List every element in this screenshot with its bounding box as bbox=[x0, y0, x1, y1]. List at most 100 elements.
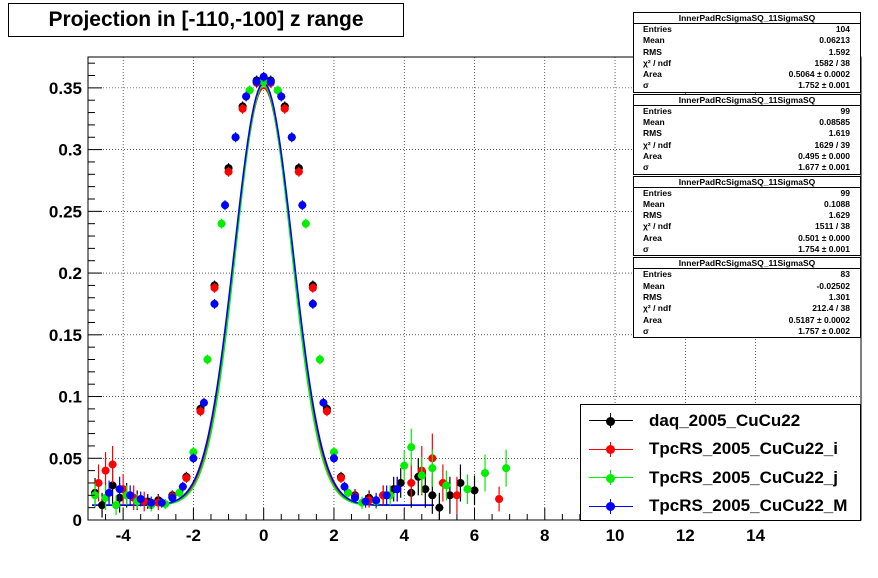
data-point bbox=[396, 478, 405, 487]
data-point bbox=[203, 355, 212, 364]
x-tick-label: 14 bbox=[746, 526, 765, 545]
x-tick-label: 12 bbox=[676, 526, 695, 545]
data-point bbox=[344, 488, 353, 497]
data-point bbox=[94, 478, 103, 487]
stats-value: 99 bbox=[840, 187, 850, 198]
series-TpcRS_2005_CuCu22_M bbox=[105, 71, 402, 509]
y-tick-label: 0.3 bbox=[58, 141, 82, 160]
data-point bbox=[108, 481, 117, 490]
stats-row: Mean 0.08585 bbox=[634, 117, 860, 128]
legend-marker bbox=[589, 464, 633, 491]
data-point bbox=[336, 474, 345, 483]
stats-value: 0.5064 ± 0.0002 bbox=[788, 69, 850, 80]
x-tick-label: -2 bbox=[186, 526, 201, 545]
data-point bbox=[393, 485, 402, 494]
stats-label: Entries bbox=[643, 187, 672, 198]
stats-value: 1.629 bbox=[828, 210, 850, 221]
data-point bbox=[463, 485, 472, 494]
data-point bbox=[442, 481, 451, 490]
data-point bbox=[157, 498, 166, 507]
stats-row: σ 1.677 ± 0.001 bbox=[634, 162, 860, 173]
data-point bbox=[242, 92, 251, 101]
data-point bbox=[298, 201, 307, 210]
legend-marker bbox=[589, 436, 633, 463]
data-point bbox=[361, 497, 370, 506]
series-TpcRS_2005_CuCu22_j bbox=[91, 76, 511, 516]
x-tick-label: 2 bbox=[329, 526, 338, 545]
data-point bbox=[196, 407, 205, 416]
stats-value: 1511 / 38 bbox=[815, 221, 850, 232]
data-point bbox=[245, 86, 254, 95]
fit-curve-TpcRS_2005_CuCu22_M bbox=[92, 82, 434, 506]
stats-row: RMS 1.301 bbox=[634, 292, 860, 303]
stats-label: Mean bbox=[643, 280, 665, 291]
stats-value: 1.677 ± 0.001 bbox=[798, 162, 850, 173]
fit-curve-TpcRS_2005_CuCu22_j bbox=[92, 84, 434, 506]
stats-row: Entries 99 bbox=[634, 106, 860, 117]
chart-title-text: Projection in [-110,-100] z range bbox=[48, 8, 364, 31]
data-point bbox=[301, 219, 310, 228]
stats-row: σ 1.754 ± 0.001 bbox=[634, 244, 860, 255]
data-point bbox=[340, 482, 349, 491]
data-point bbox=[115, 485, 124, 494]
stats-label: σ bbox=[643, 162, 649, 173]
stats-value: 1582 / 38 bbox=[814, 57, 850, 68]
legend: daq_2005_CuCu22 TpcRS_2005_CuCu22_i TpcRS_… bbox=[580, 404, 861, 521]
legend-item: TpcRS_2005_CuCu22_i bbox=[581, 436, 860, 463]
data-point bbox=[372, 496, 381, 505]
data-point bbox=[199, 398, 208, 407]
stats-box-title: InnerPadRcSigmaSQ_11SigmaSQ bbox=[634, 258, 860, 270]
data-point bbox=[470, 486, 479, 495]
data-point bbox=[280, 104, 289, 113]
data-point bbox=[266, 77, 275, 86]
data-point bbox=[308, 283, 317, 292]
data-point bbox=[224, 167, 233, 176]
data-point bbox=[91, 491, 100, 500]
stats-row: Entries 83 bbox=[634, 269, 860, 280]
stats-label: Entries bbox=[643, 24, 672, 34]
data-point bbox=[456, 478, 465, 487]
series-daq_2005_CuCu22 bbox=[91, 73, 479, 520]
stats-label: Entries bbox=[643, 269, 672, 280]
stats-value: 83 bbox=[840, 269, 850, 280]
stats-value: 1.619 bbox=[828, 128, 850, 139]
stats-value: 0.1088 bbox=[824, 198, 850, 209]
data-point bbox=[315, 355, 324, 364]
stats-value: 1.752 ± 0.001 bbox=[798, 80, 850, 91]
legend-label: TpcRS_2005_CuCu22_M bbox=[649, 496, 848, 515]
data-point bbox=[108, 460, 117, 469]
x-tick-label: 0 bbox=[259, 526, 268, 545]
data-point bbox=[182, 474, 191, 483]
stats-row: χ² / ndf 212.4 / 38 bbox=[634, 303, 860, 314]
data-point bbox=[428, 491, 437, 500]
data-point bbox=[273, 86, 282, 95]
stats-label: χ² / ndf bbox=[643, 57, 672, 68]
data-point bbox=[217, 219, 226, 228]
data-point bbox=[400, 461, 409, 470]
data-point bbox=[189, 454, 198, 463]
stats-row: Area 0.5187 ± 0.0002 bbox=[634, 315, 860, 326]
y-axis-ticks: 0 0.05 0.1 0.15 0.2 0.25 0.3 0.35 bbox=[49, 62, 102, 530]
stats-row: χ² / ndf 1582 / 38 bbox=[634, 58, 860, 69]
stats-value: 0.495 ± 0.000 bbox=[798, 150, 850, 161]
y-tick-label: 0.15 bbox=[49, 326, 82, 345]
stats-label: χ² / ndf bbox=[643, 139, 672, 150]
data-point bbox=[210, 283, 219, 292]
data-point bbox=[136, 495, 145, 504]
stats-box: InnerPadRcSigmaSQ_11SigmaSQ Entries 99 Mean… bbox=[633, 93, 861, 175]
stats-label: σ bbox=[643, 325, 649, 336]
stats-value: 104 bbox=[835, 24, 850, 34]
stats-label: RMS bbox=[643, 46, 662, 57]
stats-row: σ 1.757 ± 0.002 bbox=[634, 326, 860, 337]
stats-label: RMS bbox=[643, 210, 662, 221]
stats-label: χ² / ndf bbox=[643, 221, 672, 232]
chart-title: Projection in [-110,-100] z range bbox=[8, 3, 404, 37]
stats-row: χ² / ndf 1629 / 39 bbox=[634, 140, 860, 151]
legend-item: TpcRS_2005_CuCu22_M bbox=[581, 493, 860, 520]
stats-value: 0.501 ± 0.000 bbox=[798, 232, 850, 243]
stats-label: Area bbox=[643, 69, 662, 80]
data-point bbox=[417, 471, 426, 480]
data-point bbox=[189, 448, 198, 457]
data-point bbox=[168, 493, 177, 502]
data-points bbox=[91, 71, 511, 520]
